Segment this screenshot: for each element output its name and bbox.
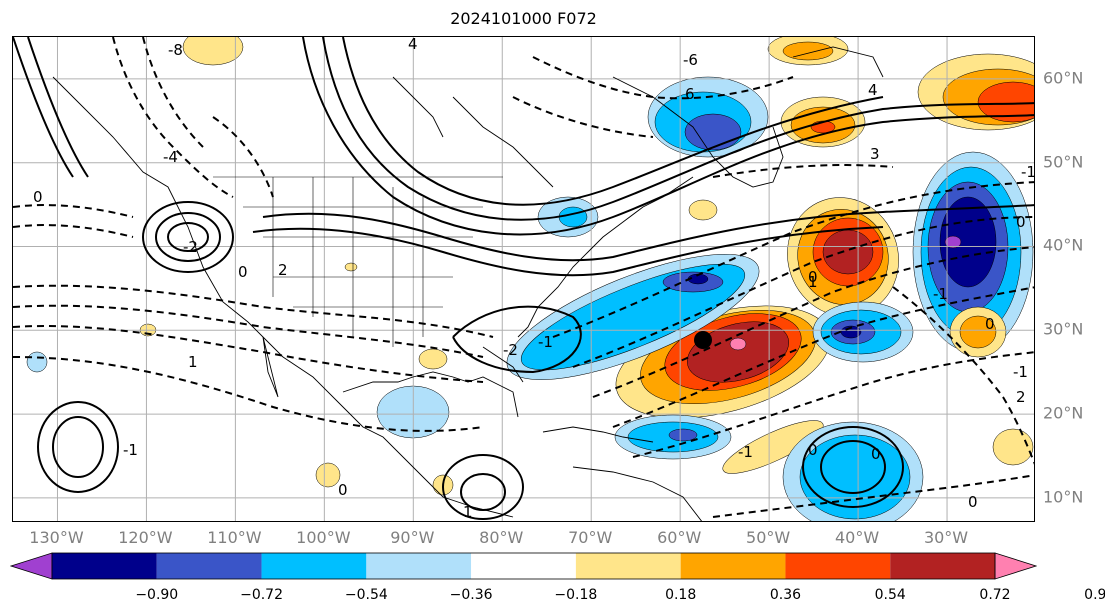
shade-blob — [344, 262, 358, 272]
colorbar-tick-label: 0.18 — [665, 587, 697, 603]
colorbar-segment — [52, 553, 157, 579]
colorbar-segment — [890, 553, 995, 579]
colorbar-segment — [680, 553, 786, 579]
longitude-label: 130°W — [29, 528, 84, 547]
colorbar-tick-label: 0.72 — [979, 587, 1011, 603]
longitude-label: 80°W — [479, 528, 524, 547]
shade-blob — [558, 206, 588, 228]
contour-label: 0 — [1016, 213, 1026, 231]
contour-label: 0 — [808, 441, 818, 459]
colorbar-extend-min — [10, 552, 53, 580]
longitude-label: 60°W — [657, 528, 702, 547]
dashed-contours — [13, 37, 1034, 518]
shade-blob — [688, 199, 718, 221]
shade-blob — [944, 235, 962, 249]
longitude-label: 40°W — [834, 528, 880, 547]
contour-label: 0 — [808, 268, 818, 286]
colorbar-tick-label: −0.54 — [344, 587, 388, 603]
map-panel: -8 4 -6 6 4 3 -4 0 -2 2 0 1 0 -1 -2 -1 0 -1 0 1 -1 2 0 -1 0 -1 1 0 0 — [12, 36, 1035, 522]
latitude-label: 20°N — [1043, 403, 1084, 423]
longitude-label: 110°W — [207, 528, 262, 547]
latitude-label: 60°N — [1043, 68, 1084, 88]
contour-label: 0 — [968, 493, 978, 511]
solid-contours — [13, 37, 1034, 520]
colorbar — [10, 552, 1037, 580]
contour-label: -1 — [738, 443, 753, 461]
longitude-label: 120°W — [118, 528, 173, 547]
contour-label: 0 — [871, 445, 881, 463]
colorbar-tick-label: −0.72 — [240, 587, 283, 603]
shade-blob — [315, 462, 341, 488]
shade-blob — [722, 420, 824, 474]
contour-label: 0 — [33, 188, 43, 206]
colorbar-tick-label: 0.36 — [769, 587, 802, 603]
colorbar-segment — [575, 553, 681, 579]
colorbar-tick-label: −0.90 — [135, 587, 179, 603]
colorbar-outline — [51, 552, 996, 580]
latitude-label: 30°N — [1043, 319, 1084, 339]
colorbar-tick-label: 0.90 — [1084, 587, 1105, 603]
contour-label: -1 — [123, 441, 138, 459]
longitude-label: 30°W — [923, 528, 969, 547]
contour-label: 4 — [868, 81, 878, 99]
contour-label: 0 — [238, 263, 248, 281]
longitude-label: 50°W — [746, 528, 791, 547]
latitude-label: 10°N — [1043, 487, 1084, 507]
contour-label: -6 — [683, 51, 698, 69]
shade-blob — [729, 337, 747, 351]
contour-label: 3 — [870, 145, 880, 163]
contour-label: -1 — [1013, 363, 1028, 381]
shade-blob — [959, 315, 997, 349]
shade-blob — [782, 41, 834, 61]
contour-label: -4 — [163, 148, 178, 166]
contour-label: -1 — [933, 285, 948, 303]
longitude-label: 100°W — [296, 528, 351, 547]
colorbar-tick-label: 0.54 — [874, 587, 906, 603]
longitude-label: 70°W — [568, 528, 613, 547]
contour-label: 1 — [463, 503, 473, 521]
shade-blob — [992, 428, 1034, 466]
shade-blob — [182, 37, 244, 66]
shade-blob — [668, 428, 698, 442]
contour-label: 1 — [808, 273, 818, 291]
shade-blob — [822, 229, 874, 275]
contour-label: 2 — [1016, 388, 1026, 406]
contour-label: 4 — [408, 37, 418, 53]
colorbar-segment — [366, 553, 472, 579]
contour-label: 0 — [985, 315, 995, 333]
contour-label: 2 — [278, 261, 288, 279]
shade-blob — [684, 113, 742, 151]
contour-label: 6 — [685, 85, 695, 103]
colorbar-segment — [785, 553, 891, 579]
contour-label: 0 — [338, 481, 348, 499]
colorbar-extend-max — [994, 552, 1037, 580]
colorbar-tick-label: −0.18 — [554, 587, 598, 603]
latitude-label: 40°N — [1043, 235, 1084, 255]
contour-label: 1 — [188, 353, 198, 371]
shade-blob — [26, 351, 48, 373]
contour-label: -2 — [503, 341, 518, 359]
latitude-label: 50°N — [1043, 152, 1084, 172]
black-dot-marker — [694, 331, 712, 349]
colorbar-segment — [261, 553, 367, 579]
coastlines — [52, 46, 884, 521]
shade-blob — [687, 321, 789, 383]
colorbar-tick-label: −0.36 — [449, 587, 493, 603]
map-title: 2024101000 F072 — [450, 9, 597, 28]
contour-label: -8 — [168, 41, 183, 59]
contour-label: -1 — [538, 333, 553, 351]
contour-label: -1 — [1021, 163, 1035, 181]
longitude-label: 90°W — [390, 528, 435, 547]
shade-blob — [977, 81, 1034, 123]
colorbar-segment — [156, 553, 262, 579]
state-borders — [213, 176, 503, 347]
shade-blob — [418, 348, 448, 370]
colorbar-segment — [471, 553, 576, 579]
contour-label: -2 — [183, 238, 198, 256]
